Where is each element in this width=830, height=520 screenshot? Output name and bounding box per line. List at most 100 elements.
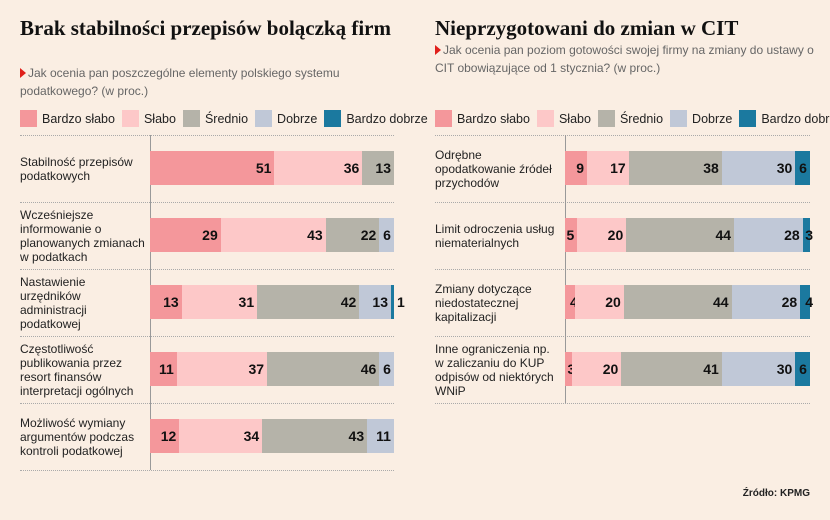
row-divider <box>435 202 810 203</box>
bar-segment-slabo: 20 <box>577 218 627 252</box>
category-label: Wcześniejsze informowanie o planowanych … <box>20 204 145 267</box>
data-label: 41 <box>703 361 719 377</box>
category-text: Możliwość wymiany argumentów podczas kon… <box>20 415 135 458</box>
bar-segment-slabo: 20 <box>574 285 624 319</box>
category-text: Limit odroczenia usług niematerialnych <box>435 221 555 250</box>
bar-segment-dobrze: 30 <box>721 352 796 386</box>
legend-item: Średnio <box>182 110 248 127</box>
bar-segment-bardzo-slabo: 5 <box>565 218 578 252</box>
bar-segment-slabo: 37 <box>176 352 268 386</box>
data-label: 4 <box>805 294 813 310</box>
bar-segment-bardzo-dobrze: 6 <box>795 352 810 386</box>
stacked-bar: 13 31 42 13 1 <box>150 285 405 319</box>
chart-subtitle: Jak ocenia pan poszczególne elementy pol… <box>20 64 415 100</box>
data-label: 20 <box>602 361 619 377</box>
legend-swatch <box>597 110 615 127</box>
row-divider <box>20 336 394 337</box>
legend-item: Średnio <box>597 110 663 127</box>
legend-label: Słabo <box>143 111 176 126</box>
category-text: Nastawienie urzędników administracji pod… <box>20 274 87 331</box>
bar-segment-bardzo-dobrze: 3 <box>802 218 813 252</box>
stacked-bar: 3 20 41 30 6 <box>565 352 810 386</box>
data-label: 46 <box>360 361 377 377</box>
data-label: 1 <box>397 294 405 310</box>
data-label: 44 <box>715 227 732 243</box>
data-label: 12 <box>160 428 177 444</box>
data-label: 17 <box>610 160 626 176</box>
category-text: Zmiany dotyczące niedostatecznej kapital… <box>435 281 532 324</box>
row-divider <box>435 336 810 337</box>
legend-item: Bardzo dobrze <box>324 110 428 127</box>
category-label: Stabilność przepisów podatkowych <box>20 137 145 200</box>
data-label: 13 <box>163 294 179 310</box>
data-label: 43 <box>348 428 365 444</box>
category-label: Zmiany dotyczące niedostatecznej kapital… <box>435 271 560 334</box>
bar-segment-bardzo-dobrze: 6 <box>795 151 810 185</box>
legend-swatch <box>182 110 200 127</box>
bar-segment-slabo: 36 <box>274 151 363 185</box>
data-label: 11 <box>159 361 174 377</box>
bar-segment-bardzo-slabo: 3 <box>565 352 575 386</box>
bar-segment-bardzo-slabo: 51 <box>150 151 275 185</box>
chart-subtitle: Jak ocenia pan poziom gotowości swojej f… <box>435 41 830 77</box>
bar-segment-srednio: 22 <box>325 218 380 252</box>
bar-segment-srednio: 44 <box>623 285 732 319</box>
stacked-bar: 5 20 44 28 3 <box>565 218 813 252</box>
data-label: 13 <box>372 294 388 310</box>
legend-swatch <box>20 110 37 127</box>
data-label: 30 <box>776 361 793 377</box>
bar-segment-slabo: 20 <box>572 352 622 386</box>
category-label: Częstotliwość publikowania przez resort … <box>20 338 145 401</box>
data-label: 29 <box>202 227 218 243</box>
data-label: 43 <box>307 227 323 243</box>
data-label: 31 <box>238 294 255 310</box>
category-label: Inne ograniczenia np. w zaliczaniu do KU… <box>435 338 560 401</box>
legend-label: Bardzo dobrze <box>346 111 428 126</box>
bar-segment-bardzo-dobrze: 1 <box>391 285 405 319</box>
data-label: 3 <box>805 227 813 243</box>
legend-label: Dobrze <box>692 111 733 126</box>
bar-segment-dobrze: 30 <box>721 151 796 185</box>
bar-segment-dobrze: 11 <box>367 419 394 453</box>
row-divider <box>435 403 810 404</box>
bar-segment-dobrze: 6 <box>379 218 394 252</box>
stacked-bar: 12 34 43 11 <box>150 419 394 453</box>
bar-segment-slabo: 31 <box>181 285 258 319</box>
data-label: 36 <box>343 160 360 176</box>
row-divider <box>20 202 394 203</box>
category-text: Wcześniejsze informowanie o planowanych … <box>20 207 145 264</box>
bar-segment-dobrze: 6 <box>379 352 394 386</box>
data-label: 51 <box>255 160 272 176</box>
legend-item: Dobrze <box>255 110 317 127</box>
category-label: Możliwość wymiany argumentów podczas kon… <box>20 405 145 468</box>
legend-swatch <box>435 110 452 127</box>
bar-segment-slabo: 34 <box>179 419 263 453</box>
bar-segment-dobrze: 13 <box>359 285 391 319</box>
data-label: 22 <box>360 227 377 243</box>
legend-item: Dobrze <box>670 110 732 127</box>
data-label: 34 <box>243 428 260 444</box>
data-label: 6 <box>383 227 391 243</box>
category-label: Odrębne opodatkowanie źródeł przychodów <box>435 137 560 200</box>
data-label: 42 <box>340 294 357 310</box>
bar-segment-srednio: 46 <box>267 352 380 386</box>
category-label: Nastawienie urzędników administracji pod… <box>20 271 145 334</box>
bar-segment-dobrze: 28 <box>731 285 801 319</box>
bar-segment-srednio: 13 <box>362 151 394 185</box>
data-label: 20 <box>607 227 624 243</box>
data-label: 6 <box>799 361 807 377</box>
legend: Bardzo słabo Słabo Średnio Dobrze Bardzo dob… <box>20 110 435 127</box>
legend-item: Słabo <box>121 110 176 127</box>
bar-segment-bardzo-slabo: 11 <box>150 352 177 386</box>
row-divider <box>435 135 810 136</box>
data-label: 38 <box>703 160 719 176</box>
category-text: Częstotliwość publikowania przez resort … <box>20 341 134 398</box>
stacked-bar: 51 36 13 <box>150 151 394 185</box>
data-label: 28 <box>784 227 800 243</box>
bar-segment-srednio: 43 <box>262 419 368 453</box>
data-label: 6 <box>799 160 807 176</box>
legend-swatch <box>536 110 554 127</box>
bar-segment-slabo: 43 <box>220 218 326 252</box>
axis-line <box>565 135 566 403</box>
data-label: 28 <box>781 294 798 310</box>
